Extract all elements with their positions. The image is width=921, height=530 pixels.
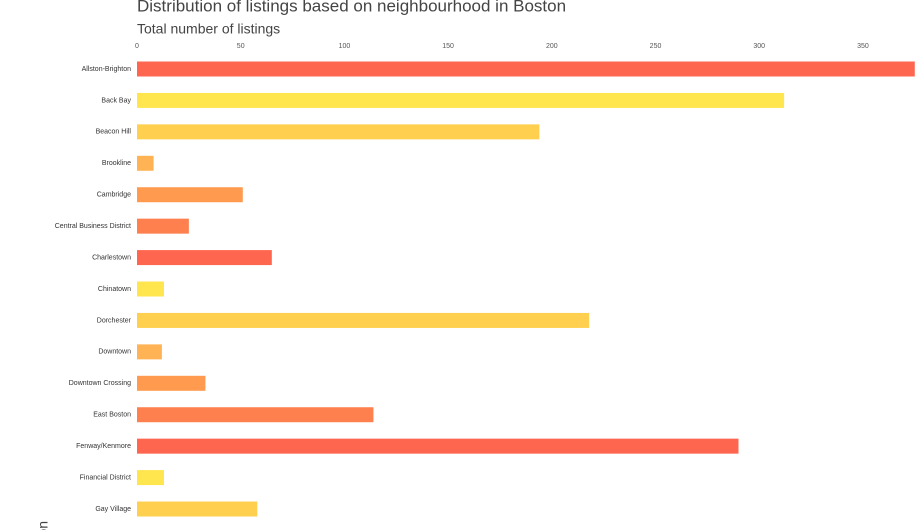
bar — [137, 92, 785, 108]
x-axis-label: Total number of listings — [137, 21, 280, 37]
y-tick-label: East Boston — [93, 412, 131, 419]
y-axis-label: Neighbourhood in Boston — [35, 521, 51, 530]
bar — [137, 438, 739, 454]
y-tick-label: Cambridge — [97, 192, 131, 199]
bar — [137, 407, 374, 423]
bar — [137, 218, 189, 234]
y-tick-label: Gay Village — [95, 506, 131, 513]
x-tick-label: 200 — [546, 43, 558, 50]
bar — [137, 501, 258, 517]
x-tick-label: 0 — [135, 43, 139, 50]
bar — [137, 470, 164, 486]
y-tick-label: Beacon Hill — [96, 129, 132, 136]
bar — [137, 124, 540, 140]
y-tick-label: Fenway/Kenmore — [76, 443, 131, 450]
x-tick-label: 350 — [857, 43, 869, 50]
bar — [137, 155, 154, 171]
bar — [137, 250, 272, 266]
x-tick-label: 150 — [442, 43, 454, 50]
bar — [137, 375, 206, 391]
bar — [137, 281, 164, 297]
y-tick-label: Financial District — [80, 474, 131, 481]
x-tick-label: 50 — [237, 43, 245, 50]
chart-title: Distribution of listings based on neighb… — [137, 0, 566, 15]
bar — [137, 61, 915, 77]
y-tick-label: Brookline — [102, 160, 131, 167]
y-tick-label: Allston-Brighton — [82, 66, 132, 73]
y-tick-label: Downtown — [98, 349, 131, 356]
y-tick-label: Downtown Crossing — [69, 380, 131, 387]
x-tick-label: 100 — [339, 43, 351, 50]
y-tick-label: Dorchester — [97, 317, 132, 324]
y-tick-label: Chinatown — [98, 286, 131, 293]
x-tick-label: 250 — [650, 43, 662, 50]
y-tick-label: Central Business District — [55, 223, 131, 230]
y-tick-label: Charlestown — [92, 254, 131, 261]
bar — [137, 312, 590, 328]
y-tick-label: Back Bay — [101, 97, 131, 104]
bar — [137, 344, 162, 360]
x-tick-label: 300 — [753, 43, 765, 50]
bar — [137, 187, 243, 203]
